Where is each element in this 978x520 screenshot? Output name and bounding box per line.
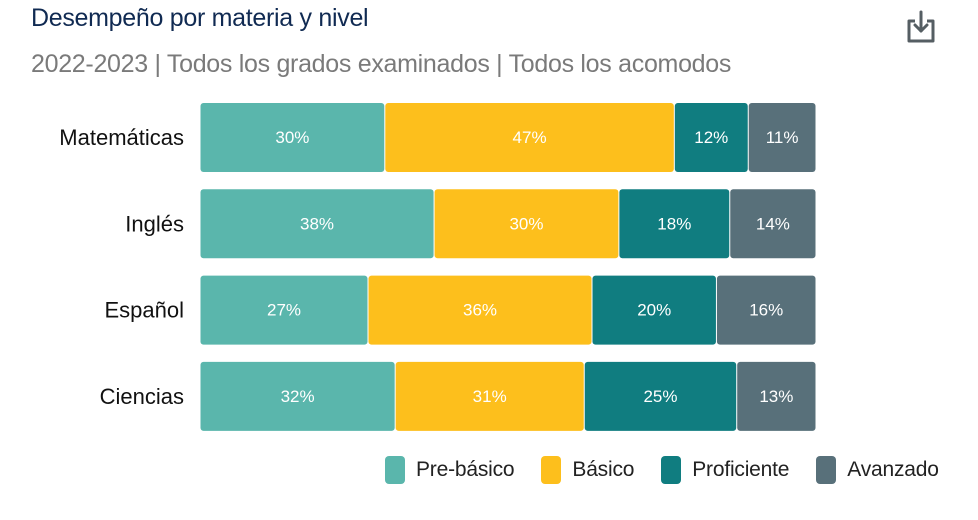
- bar-ciencias-avanzado[interactable]: [737, 361, 816, 431]
- bar-ingles-proficiente[interactable]: [619, 189, 730, 259]
- bar-ingles-basico[interactable]: [434, 189, 619, 259]
- data-label-matematicas-pre-basico: 30%: [275, 128, 309, 147]
- bar-espanol-avanzado[interactable]: [716, 275, 816, 345]
- data-label-ciencias-proficiente: 25%: [643, 387, 677, 406]
- category-label-ingles: Inglés: [125, 211, 184, 236]
- data-label-ciencias-basico: 31%: [473, 387, 507, 406]
- bar-espanol-basico[interactable]: [368, 275, 592, 345]
- legend-item-proficiente[interactable]: Proficiente: [661, 456, 789, 484]
- bar-matematicas-avanzado[interactable]: [748, 103, 816, 172]
- data-label-ingles-basico: 30%: [509, 214, 543, 233]
- legend-label-basico: Básico: [572, 458, 635, 481]
- category-label-ciencias: Ciencias: [100, 384, 184, 409]
- legend-label-proficiente: Proficiente: [692, 458, 790, 481]
- bar-matematicas-pre-basico[interactable]: [200, 103, 385, 172]
- data-label-matematicas-avanzado: 11%: [766, 128, 799, 147]
- legend-item-pre-basico[interactable]: Pre-básico: [385, 456, 515, 484]
- bar-espanol-proficiente[interactable]: [592, 275, 716, 345]
- bar-espanol-pre-basico[interactable]: [200, 275, 368, 345]
- legend-label-avanzado: Avanzado: [847, 458, 939, 481]
- legend-label-pre-basico: Pre-básico: [416, 458, 515, 481]
- chart-title: Desempeño por materia y nivel: [31, 4, 369, 32]
- bar-ciencias-basico[interactable]: [395, 361, 584, 431]
- data-label-ingles-pre-basico: 38%: [300, 214, 334, 233]
- data-label-espanol-avanzado: 16%: [749, 301, 783, 320]
- data-label-ingles-proficiente: 18%: [657, 214, 691, 233]
- chart-legend: Pre-básico Básico Proficiente Avanzado: [385, 455, 939, 485]
- data-label-matematicas-proficiente: 12%: [694, 128, 728, 147]
- bar-ciencias-pre-basico[interactable]: [200, 361, 395, 431]
- legend-swatch-basico: [541, 456, 562, 484]
- legend-swatch-proficiente: [661, 456, 682, 484]
- bar-matematicas-basico[interactable]: [385, 103, 674, 172]
- download-icon: [907, 10, 935, 43]
- legend-item-basico[interactable]: Básico: [541, 456, 634, 484]
- bar-ciencias-proficiente[interactable]: [584, 361, 737, 431]
- legend-swatch-avanzado: [816, 456, 837, 484]
- data-label-ciencias-pre-basico: 32%: [281, 387, 315, 406]
- category-label-matematicas: Matemáticas: [59, 125, 184, 150]
- data-label-ingles-avanzado: 14%: [756, 214, 790, 233]
- legend-swatch-pre-basico: [385, 456, 405, 484]
- bar-matematicas-proficiente[interactable]: [674, 103, 748, 172]
- data-label-espanol-basico: 36%: [463, 301, 497, 320]
- stacked-bar-chart: Matemáticas 30% 47% 12% 11% Inglés 38% 30% 18% 14…: [59, 103, 816, 431]
- data-label-ciencias-avanzado: 13%: [759, 387, 793, 406]
- bar-ingles-avanzado[interactable]: [730, 189, 816, 259]
- chart-subtitle: 2022-2023 | Todos los grados examinados …: [31, 50, 732, 78]
- legend-item-avanzado[interactable]: Avanzado: [816, 456, 939, 484]
- data-label-espanol-proficiente: 20%: [637, 301, 671, 320]
- category-label-espanol: Español: [104, 298, 184, 323]
- bar-ingles-pre-basico[interactable]: [200, 189, 434, 259]
- download-button[interactable]: [904, 8, 936, 44]
- data-label-matematicas-basico: 47%: [513, 128, 547, 147]
- data-label-espanol-pre-basico: 27%: [267, 301, 301, 320]
